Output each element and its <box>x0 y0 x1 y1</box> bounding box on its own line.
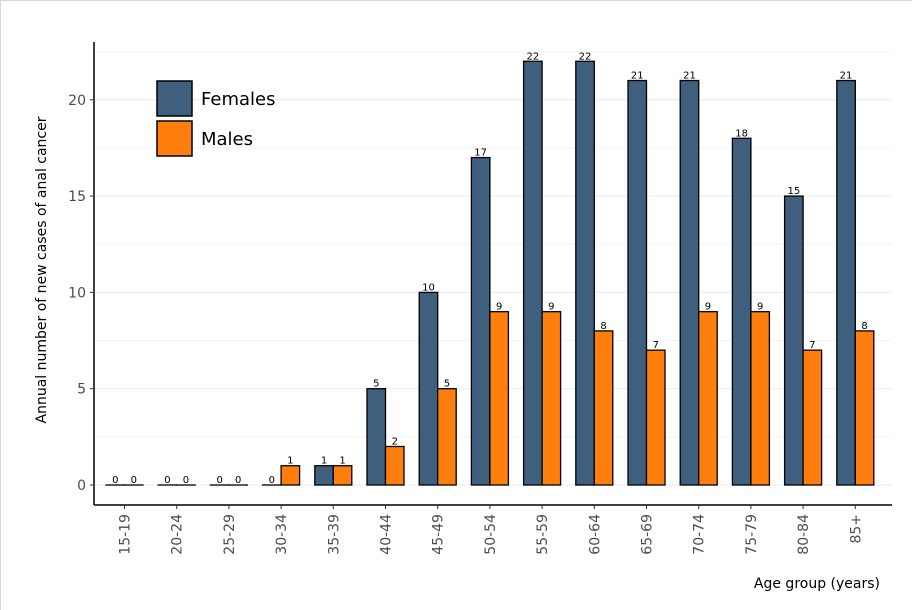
data-label: 9 <box>705 302 711 313</box>
bar-males <box>698 311 718 486</box>
legend-label-males: Males <box>201 129 253 150</box>
data-label: 0 <box>216 475 222 486</box>
data-label: 1 <box>321 456 327 467</box>
bar-females <box>731 137 752 486</box>
bar-females <box>679 79 700 486</box>
data-label: 9 <box>757 302 763 313</box>
data-label: 22 <box>526 51 539 62</box>
bar-males <box>489 311 510 486</box>
y-tick-label: 5 <box>77 382 86 398</box>
data-label: 0 <box>269 475 275 486</box>
legend-swatch-males <box>156 120 193 157</box>
x-tick-label: 70-74 <box>692 514 708 555</box>
bar-females <box>836 79 856 486</box>
legend-swatch-females <box>156 80 193 117</box>
bar-males <box>332 465 353 486</box>
legend: Females Males <box>156 80 275 157</box>
bar-females <box>783 195 804 486</box>
x-tick-label: 25-29 <box>222 514 238 555</box>
data-label: 8 <box>600 321 606 332</box>
data-label: 8 <box>861 321 867 332</box>
x-tick-label: 60-64 <box>587 514 603 555</box>
data-label: 1 <box>339 456 345 467</box>
x-tick-label: 85+ <box>848 514 864 544</box>
y-tick-label: 10 <box>68 285 86 301</box>
bar-males <box>384 445 405 486</box>
data-label: 0 <box>164 475 170 486</box>
axes <box>93 42 892 506</box>
data-label: 21 <box>631 71 644 82</box>
data-label: 0 <box>131 475 137 486</box>
x-ticks: 15-19 20-24 25-29 30-34 35-39 40-44 45-49 50-54… <box>118 505 864 555</box>
bar-females <box>522 60 543 486</box>
bar-males <box>541 311 562 486</box>
bar-females <box>314 465 334 486</box>
x-tick-label: 20-24 <box>170 514 186 555</box>
data-label: 2 <box>392 436 398 447</box>
data-label: 0 <box>112 475 118 486</box>
x-tick-label: 15-19 <box>118 514 134 555</box>
x-axis-title: Age group (years) <box>754 576 880 592</box>
data-label: 15 <box>787 186 800 197</box>
bar-males <box>437 388 457 486</box>
legend-label-females: Females <box>201 89 275 110</box>
x-tick-label: 40-44 <box>379 514 395 555</box>
bar-males <box>593 330 614 486</box>
y-ticks: 0 5 10 15 20 <box>68 93 94 494</box>
y-tick-label: 20 <box>68 93 86 109</box>
bar-females <box>366 388 387 486</box>
bar-females <box>575 60 595 486</box>
x-tick-label: 55-59 <box>535 514 551 555</box>
data-label: 17 <box>474 148 487 159</box>
data-label: 9 <box>548 302 554 313</box>
data-label: 5 <box>444 379 450 390</box>
y-tick-label: 0 <box>77 478 86 494</box>
data-label: 21 <box>683 71 696 82</box>
data-label: 5 <box>373 379 379 390</box>
x-tick-label: 50-54 <box>483 514 499 555</box>
data-label: 18 <box>735 128 748 139</box>
data-label: 1 <box>287 456 293 467</box>
data-label: 21 <box>840 71 853 82</box>
y-axis-title: Annual number of new cases of anal cance… <box>34 116 50 423</box>
x-tick-label: 30-34 <box>274 514 290 555</box>
bar-males <box>854 330 875 486</box>
bar-males <box>280 465 301 486</box>
bars <box>105 60 875 486</box>
data-label: 22 <box>579 51 592 62</box>
data-label: 0 <box>183 475 189 486</box>
x-tick-label: 75-79 <box>744 514 760 555</box>
bar-males <box>750 311 771 486</box>
bar-males <box>802 349 823 486</box>
bar-females <box>470 156 491 486</box>
data-label: 9 <box>496 302 502 313</box>
bar-females <box>418 291 439 486</box>
x-tick-label: 80-84 <box>796 514 812 555</box>
data-label: 7 <box>809 340 815 351</box>
x-tick-label: 45-49 <box>431 514 447 555</box>
bar-males <box>645 349 666 486</box>
y-tick-label: 15 <box>68 189 86 205</box>
data-label: 10 <box>422 282 435 293</box>
bar-females <box>627 79 648 486</box>
data-label: 7 <box>653 340 659 351</box>
x-tick-label: 35-39 <box>326 514 342 555</box>
x-tick-label: 65-69 <box>640 514 656 555</box>
data-label: 0 <box>235 475 241 486</box>
